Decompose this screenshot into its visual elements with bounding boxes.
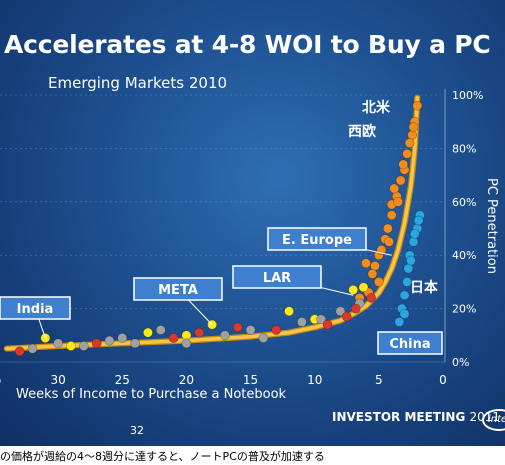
x-tick-label: 10: [307, 373, 322, 387]
red-data-point: [168, 333, 179, 343]
blue-data-point: [402, 276, 412, 287]
red-data-point: [271, 325, 282, 335]
country-annotation: 西欧: [348, 123, 376, 140]
slide-background: India META LAR E. Europe China 北米西欧日本 0% 20% 40…: [0, 0, 505, 446]
callout-meta: META: [133, 277, 223, 325]
gray-data-point: [335, 306, 346, 317]
orange-data-point: [384, 236, 395, 247]
axis-ticks: 0% 20% 40% 60% 80% 100% 35 30 25 20 15 10 5 0: [0, 89, 483, 387]
callout-label: META: [158, 283, 198, 298]
gray-data-point: [117, 333, 128, 343]
orange-data-point: [373, 276, 384, 287]
orange-data-point: [393, 196, 403, 207]
gray-data-point: [53, 338, 64, 349]
gray-data-point: [220, 330, 230, 341]
red-data-point: [232, 322, 243, 333]
grid: [0, 89, 446, 363]
y-tick-label: 20%: [452, 303, 476, 316]
slide-title: Accelerates at 4-8 WOI to Buy a PC: [4, 30, 491, 59]
blue-data-point: [399, 309, 410, 319]
blue-data-point: [394, 317, 405, 327]
gray-data-point: [27, 343, 38, 354]
orange-data-point: [367, 268, 378, 279]
gray-data-point: [130, 338, 141, 349]
y-tick-label: 60%: [452, 196, 476, 209]
gray-data-point: [245, 325, 256, 335]
red-data-point: [366, 293, 377, 303]
callout-label: China: [389, 337, 430, 352]
orange-data-point: [412, 100, 423, 111]
callout-box: [377, 331, 443, 355]
slide-subtitle: Emerging Markets 2010: [48, 74, 228, 92]
yellow-data-point: [284, 306, 294, 317]
blue-data-point: [408, 236, 419, 247]
orange-data-point: [395, 175, 406, 186]
gray-data-point: [104, 335, 115, 346]
x-tick-label: 20: [179, 373, 194, 387]
yellow-data-point: [66, 341, 76, 351]
callout-lar: LAR: [232, 265, 354, 296]
gray-data-point: [296, 317, 307, 327]
callout-e-europe: E. Europe: [267, 227, 392, 256]
x-tick-label: 5: [375, 373, 383, 387]
callout-china: China: [377, 331, 443, 355]
y-tick-label: 80%: [452, 142, 476, 155]
callout-box: [232, 265, 322, 289]
x-tick-label: 0: [439, 373, 447, 387]
red-data-point: [322, 319, 333, 330]
caption-text: の価格が週給の4～8週分に達すると、ノートPCの普及が加速する: [0, 448, 505, 465]
blue-data-point: [409, 228, 420, 239]
blue-data-point: [413, 215, 424, 226]
yellow-data-point: [348, 285, 359, 295]
data-points: [14, 100, 425, 357]
orange-data-point: [382, 223, 393, 234]
yellow-data-point: [143, 327, 153, 338]
red-data-point: [91, 338, 102, 349]
x-tick-label: 15: [243, 373, 258, 387]
footer-investor-meeting: INVESTOR MEETING 2011: [332, 410, 500, 424]
orange-data-point: [404, 138, 415, 148]
x-axis-label: Weeks of Income to Purchase a Notebook: [16, 387, 287, 402]
country-annotation: 日本: [410, 279, 439, 296]
red-data-point: [350, 303, 361, 314]
callout-india: India: [0, 296, 71, 339]
gray-data-point: [316, 314, 327, 325]
orange-data-point: [389, 183, 400, 194]
country-annotation: 北米: [362, 99, 391, 116]
red-data-point: [341, 311, 352, 322]
callout-label: E. Europe: [282, 233, 352, 248]
gray-data-point: [78, 341, 89, 351]
footer-label: INVESTOR MEETING: [332, 410, 466, 424]
y-tick-label: 40%: [452, 249, 476, 262]
yellow-data-point: [358, 282, 369, 293]
blue-data-point: [399, 290, 410, 301]
gray-data-point: [258, 333, 269, 343]
intel-logo: intel: [482, 409, 505, 431]
x-tick-label: 30: [51, 373, 66, 387]
orange-data-point: [361, 258, 371, 269]
callout-box: [133, 277, 223, 301]
red-data-point: [194, 327, 205, 338]
page-number: 32: [130, 424, 144, 437]
x-tick-label: 25: [115, 373, 130, 387]
orange-data-point: [386, 210, 397, 221]
blue-data-point: [406, 255, 416, 266]
callout-box: [0, 296, 71, 320]
gray-data-point: [181, 338, 192, 349]
callout-label: LAR: [263, 271, 291, 286]
orange-data-point: [408, 122, 419, 132]
gray-data-point: [155, 325, 166, 335]
x-tick-label: 35: [0, 373, 2, 387]
y-tick-label: 100%: [452, 89, 483, 102]
orange-data-point: [402, 148, 412, 159]
y-tick-label: 0%: [452, 356, 469, 369]
callout-box: [267, 227, 367, 251]
callout-label: India: [17, 302, 54, 317]
red-data-point: [14, 346, 25, 357]
y-axis-label: PC Penetration: [484, 178, 499, 274]
orange-data-point: [398, 159, 409, 170]
